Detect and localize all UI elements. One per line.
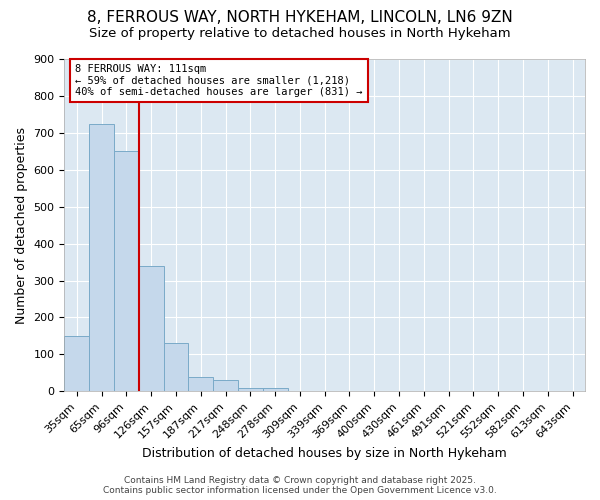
Text: 8 FERROUS WAY: 111sqm
← 59% of detached houses are smaller (1,218)
40% of semi-d: 8 FERROUS WAY: 111sqm ← 59% of detached … [75,64,362,97]
Bar [213,380,238,392]
Text: Size of property relative to detached houses in North Hykeham: Size of property relative to detached ho… [89,28,511,40]
Bar [89,124,114,392]
Bar [139,266,164,392]
Text: Contains HM Land Registry data © Crown copyright and database right 2025.
Contai: Contains HM Land Registry data © Crown c… [103,476,497,495]
X-axis label: Distribution of detached houses by size in North Hykeham: Distribution of detached houses by size … [142,447,507,460]
Bar [64,336,89,392]
Bar [164,344,188,392]
Bar [238,388,263,392]
Bar [263,388,287,392]
Bar [188,376,213,392]
Bar [114,152,139,392]
Y-axis label: Number of detached properties: Number of detached properties [15,126,28,324]
Text: 8, FERROUS WAY, NORTH HYKEHAM, LINCOLN, LN6 9ZN: 8, FERROUS WAY, NORTH HYKEHAM, LINCOLN, … [87,10,513,25]
